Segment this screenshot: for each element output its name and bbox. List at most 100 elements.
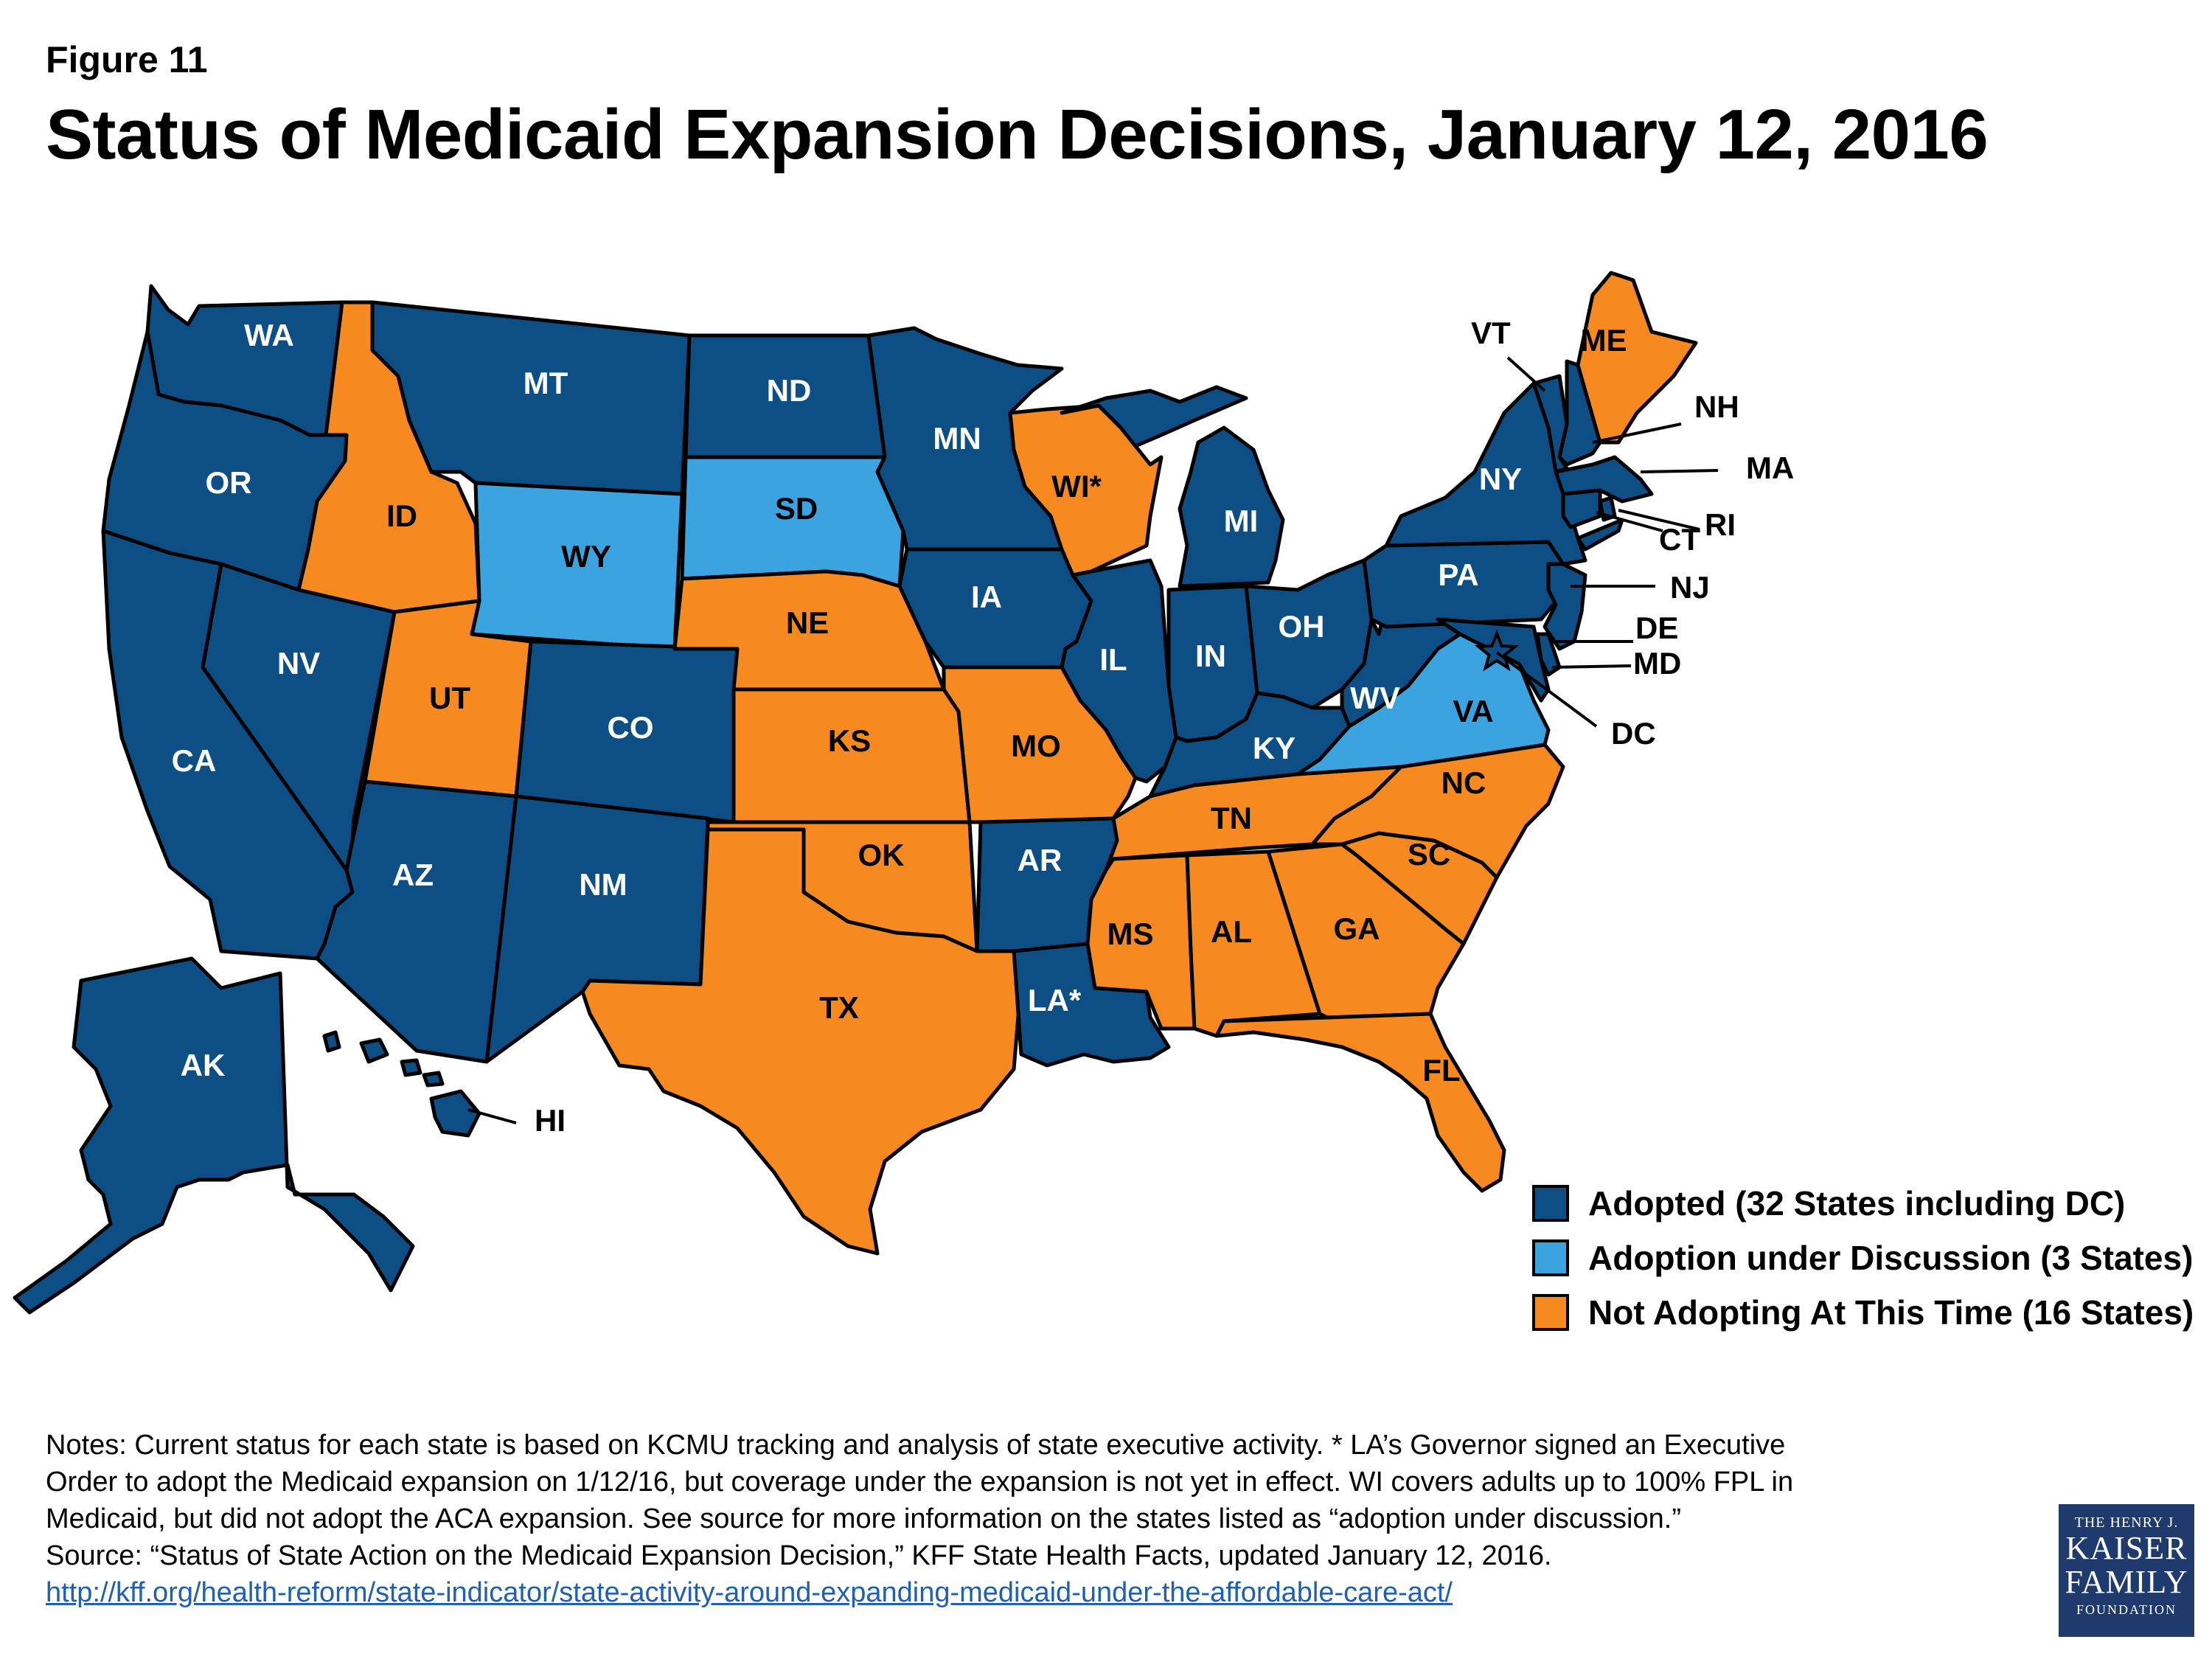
state-ct [1561,488,1602,529]
leader-line-ri [1618,509,1700,531]
state-label-ia: IA [971,580,1002,614]
state-dc-star [1474,629,1520,672]
state-md [1436,617,1551,703]
state-label-ma: MA [1746,451,1794,485]
state-label-nc: NC [1441,765,1486,800]
state-label-in: IN [1195,639,1226,673]
state-label-pa: PA [1438,557,1478,592]
notes: Notes: Current status for each state is … [46,1427,1963,1611]
state-label-ms: MS [1107,917,1154,951]
state-label-dc: DC [1611,716,1656,751]
leader-line-nh [1592,422,1682,444]
legend-swatch-discussion [1532,1239,1569,1276]
leader-line-ma [1640,469,1719,473]
state-mi-miup [1060,385,1248,448]
leader-line-vt [1506,356,1546,392]
state-label-ca: CA [172,743,217,778]
state-il [1060,558,1178,784]
state-label-ks: KS [828,723,871,758]
state-fl [1214,1012,1506,1193]
state-label-nv: NV [277,646,320,681]
state-label-mo: MO [1011,728,1061,763]
state-ny-li [1576,518,1624,552]
state-label-me: ME [1581,323,1627,358]
state-ak [13,956,415,1315]
notes-line: Notes: Current status for each state is … [46,1430,1786,1461]
leader-line-dc [1495,651,1598,728]
state-label-ri: RI [1705,507,1736,542]
state-label-wi: WI* [1051,469,1102,504]
state-label-al: AL [1211,914,1252,949]
state-label-wv: WV [1350,681,1400,715]
state-hi-hi5 [429,1089,481,1138]
legend-item-discussion: Adoption under Discussion (3 States) [1532,1231,2194,1285]
kff-logo: THE HENRY J. KAISER FAMILY FOUNDATION [2059,1504,2194,1637]
logo-line2b: FAMILY [2065,1564,2188,1600]
state-label-oh: OH [1279,609,1325,644]
source-line: Source: “Status of State Action on the M… [46,1540,1552,1571]
state-label-de: DE [1635,611,1678,645]
state-label-sd: SD [775,491,818,526]
state-label-wa: WA [244,318,294,352]
state-label-ok: OK [858,838,905,872]
state-label-az: AZ [392,858,434,892]
state-label-vt: VT [1471,316,1511,350]
state-hi-hi2 [359,1037,389,1064]
legend-label-not-adopting: Not Adopting At This Time (16 States) [1588,1293,2194,1332]
state-label-mi: MI [1224,504,1259,538]
state-label-ut: UT [429,681,470,715]
leader-line-ct [1596,511,1663,532]
state-hi-hi3 [400,1058,422,1077]
state-hi-hi1 [322,1030,341,1053]
state-nc [1310,742,1565,880]
state-label-nm: NM [579,867,627,902]
state-label-ct: CT [1659,522,1700,557]
state-label-ne: NE [786,605,829,640]
legend-label-adopted: Adopted (32 States including DC) [1588,1184,2126,1222]
state-label-mn: MN [933,421,981,456]
state-ne [672,569,946,692]
state-label-wy: WY [561,539,611,574]
page-title: Status of Medicaid Expansion Decisions, … [46,95,1989,174]
source-link[interactable]: http://kff.org/health-reform/state-indic… [46,1577,1453,1608]
state-label-ga: GA [1334,911,1380,946]
legend-item-not-adopting: Not Adopting At This Time (16 States) [1532,1285,2194,1340]
state-label-ak: AK [181,1048,226,1082]
state-label-ny: NY [1479,462,1522,496]
state-label-ky: KY [1253,731,1295,765]
state-tx [580,827,1023,1256]
state-label-mt: MT [524,366,568,400]
state-label-il: IL [1099,642,1127,677]
logo-line3: FOUNDATION [2076,1602,2177,1617]
state-label-tn: TN [1211,801,1252,835]
state-label-nd: ND [767,373,812,408]
state-label-la: LA* [1028,983,1082,1018]
us-map: WA OR CA NV ID MT WY UT AZ CO NM ND SD NE KS OK TX MN IA MO… [13,271,1794,1315]
state-label-sc: SC [1408,837,1450,872]
state-label-hi: HI [535,1103,566,1138]
state-label-id: ID [386,498,417,533]
leader-line-md [1551,664,1632,669]
notes-line: Medicaid, but did not adopt the ACA expa… [46,1503,1681,1534]
legend-swatch-not-adopting [1532,1294,1569,1331]
state-label-va: VA [1453,694,1493,728]
legend: Adopted (32 States including DC) Adoptio… [1532,1176,2194,1340]
state-label-md: MD [1633,646,1681,681]
state-mi [1178,425,1285,588]
leader-line-hi [467,1108,517,1124]
state-label-tx: TX [819,990,859,1025]
state-hi-hi4 [422,1071,445,1088]
state-label-ar: AR [1018,843,1062,877]
state-label-nh: NH [1694,389,1739,424]
logo-line1: THE HENRY J. [2074,1514,2179,1531]
state-label-co: CO [608,710,654,745]
figure-label: Figure 11 [46,39,208,80]
state-label-or: OR [206,465,252,500]
state-label-nj: NJ [1670,570,1710,605]
legend-label-discussion: Adoption under Discussion (3 States) [1588,1239,2194,1277]
state-me [1576,271,1698,445]
legend-swatch-adopted [1532,1185,1569,1222]
state-label-fl: FL [1422,1053,1460,1088]
logo-line2a: KAISER [2065,1530,2188,1566]
legend-item-adopted: Adopted (32 States including DC) [1532,1176,2194,1231]
